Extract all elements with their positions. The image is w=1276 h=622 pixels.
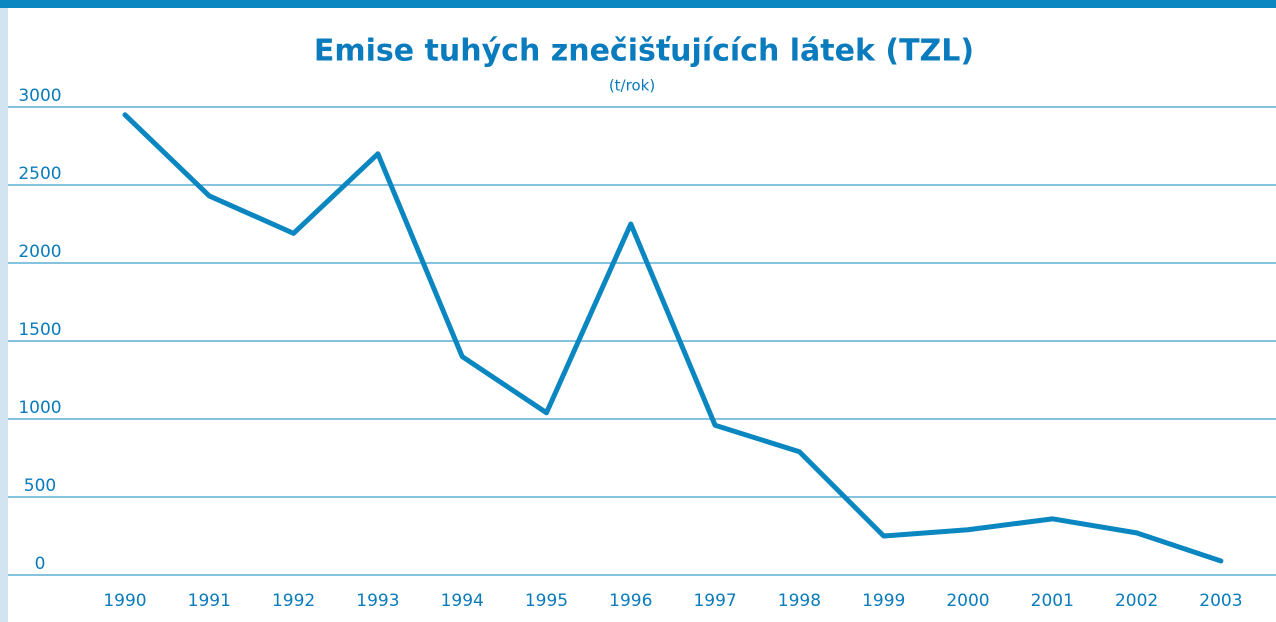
x-tick-label: 1992 — [272, 591, 315, 611]
x-tick-label: 1996 — [609, 591, 652, 611]
top-bar — [0, 0, 1276, 8]
x-tick-label: 1995 — [525, 591, 568, 611]
y-tick-label: 3000 — [18, 86, 61, 106]
x-tick-label: 1998 — [778, 591, 821, 611]
chart-title: Emise tuhých znečišťujících látek (TZL) — [314, 34, 974, 69]
left-strip — [0, 0, 8, 622]
x-tick-label: 1999 — [862, 591, 905, 611]
x-tick-label: 1997 — [693, 591, 736, 611]
x-tick-label: 2003 — [1199, 591, 1242, 611]
x-tick-label: 1990 — [103, 591, 146, 611]
x-tick-label: 1993 — [356, 591, 399, 611]
y-tick-label: 1000 — [18, 398, 61, 418]
y-tick-label: 1500 — [18, 320, 61, 340]
y-tick-label: 2000 — [18, 242, 61, 262]
data-line — [122, 112, 1224, 564]
y-tick-label: 0 — [35, 554, 46, 574]
y-tick-label: 500 — [24, 476, 56, 496]
x-tick-label: 2000 — [946, 591, 989, 611]
chart-subtitle: (t/rok) — [609, 77, 655, 95]
y-tick-label: 2500 — [18, 164, 61, 184]
x-tick-label: 1991 — [188, 591, 231, 611]
x-tick-label: 2002 — [1115, 591, 1158, 611]
x-tick-label: 2001 — [1031, 591, 1074, 611]
x-tick-label: 1994 — [441, 591, 484, 611]
